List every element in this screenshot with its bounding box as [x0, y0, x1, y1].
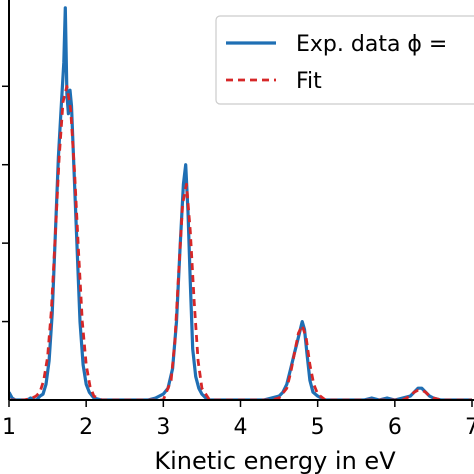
x-tick-label: 1 [2, 415, 16, 440]
legend-entry-label: Fit [296, 69, 322, 94]
x-tick-label: 7 [465, 415, 474, 440]
fit-line [9, 84, 472, 400]
x-axis-label: Kinetic energy in eV [154, 447, 396, 474]
x-tick-label: 4 [234, 415, 248, 440]
x-tick-label: 5 [311, 415, 325, 440]
x-tick-label: 6 [388, 415, 402, 440]
x-tick-label: 2 [79, 415, 93, 440]
legend-box [215, 15, 474, 105]
legend-entry-label: Exp. data ϕ = [296, 32, 447, 57]
legend: Exp. data ϕ = Fit [215, 15, 474, 105]
x-tick-label: 3 [156, 415, 170, 440]
